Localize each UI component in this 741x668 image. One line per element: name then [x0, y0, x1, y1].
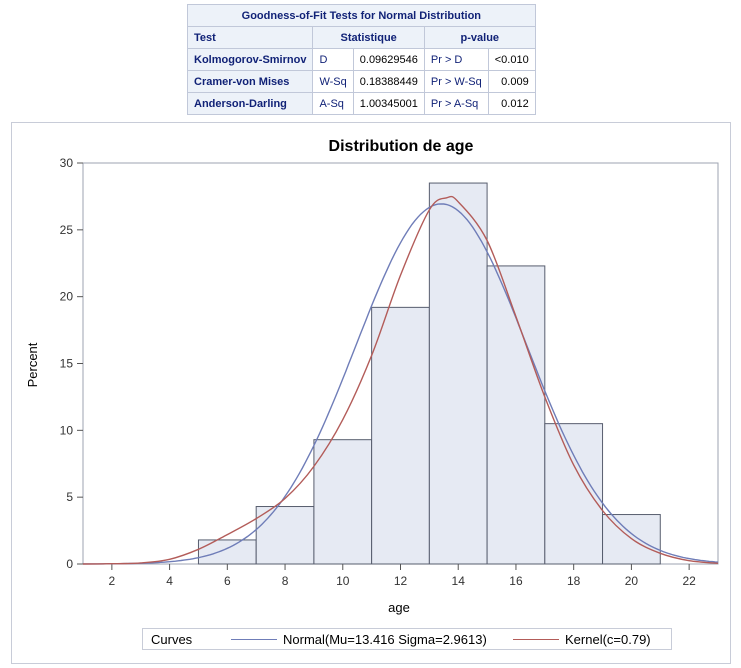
table-row: Cramer-von Mises W-Sq 0.18388449 Pr > W-… [186, 70, 536, 93]
test-name: Kolmogorov-Smirnov [186, 48, 314, 71]
histogram-svg: Distribution de age age Percent 0 5 10 15 20… [25, 138, 719, 615]
y-tick-label: 0 [66, 557, 73, 571]
test-name: Cramer-von Mises [186, 70, 314, 93]
header-test: Test [186, 26, 314, 49]
x-tick-label: 8 [282, 574, 289, 588]
x-tick-label: 20 [625, 574, 639, 588]
p-value: <0.010 [487, 48, 536, 71]
histogram-chart: Distribution de age age Percent 0 5 10 15 20… [11, 122, 731, 664]
stat-label: A-Sq [312, 92, 354, 115]
histogram-bar-3 [313, 439, 373, 565]
stat-label: W-Sq [312, 70, 354, 93]
normal-curve [83, 203, 719, 565]
x-tick-label: 10 [336, 574, 350, 588]
legend-normal-label: Normal(Mu=13.416 Sigma=2.9613) [283, 632, 487, 647]
test-name: Anderson-Darling [186, 92, 314, 115]
p-label: Pr > W-Sq [423, 70, 489, 93]
chart-title: Distribution de age [329, 138, 474, 155]
histogram-bar-7 [544, 423, 604, 565]
stat-value: 0.09629546 [352, 48, 425, 71]
x-tick-label: 4 [166, 574, 173, 588]
x-tick-label: 2 [109, 574, 116, 588]
y-tick-label: 5 [66, 490, 73, 504]
legend-normal-swatch [231, 639, 277, 640]
y-tick-label: 25 [60, 223, 74, 237]
x-axis-label: age [388, 600, 410, 615]
legend-kernel-label: Kernel(c=0.79) [565, 632, 651, 647]
p-label: Pr > A-Sq [423, 92, 489, 115]
x-tick-label: 22 [682, 574, 696, 588]
y-axis-label: Percent [25, 342, 40, 387]
x-tick-label: 14 [452, 574, 466, 588]
histogram-bar-1 [197, 539, 257, 565]
table-row: Kolmogorov-Smirnov D 0.09629546 Pr > D <… [186, 48, 536, 71]
stat-value: 0.18388449 [352, 70, 425, 93]
x-tick-label: 18 [567, 574, 581, 588]
y-tick-label: 15 [60, 357, 74, 371]
x-tick-label: 16 [509, 574, 523, 588]
x-tick-label: 6 [224, 574, 231, 588]
p-value: 0.009 [487, 70, 536, 93]
legend: Curves Normal(Mu=13.416 Sigma=2.9613) Ke… [142, 628, 672, 650]
legend-kernel-swatch [513, 639, 559, 640]
table-caption: Goodness-of-Fit Tests for Normal Distrib… [187, 4, 536, 27]
p-label: Pr > D [423, 48, 489, 71]
histogram-bar-4 [371, 306, 430, 565]
y-tick-label: 30 [60, 156, 74, 170]
y-tick-label: 10 [60, 423, 74, 437]
histogram-bar-5 [428, 182, 488, 565]
goodness-of-fit-table: Goodness-of-Fit Tests for Normal Distrib… [186, 4, 536, 115]
stat-value: 1.00345001 [352, 92, 425, 115]
histogram-bar-6 [486, 265, 546, 565]
stat-label: D [312, 48, 354, 71]
p-value: 0.012 [487, 92, 536, 115]
x-tick-label: 12 [394, 574, 408, 588]
y-tick-label: 20 [60, 290, 74, 304]
kernel-curve [82, 195, 719, 565]
legend-title: Curves [151, 632, 193, 647]
table-row: Anderson-Darling A-Sq 1.00345001 Pr > A-… [186, 92, 536, 115]
histogram-bar-2 [255, 506, 315, 565]
header-pvalue: p-value [423, 26, 536, 49]
header-statistic: Statistique [312, 26, 425, 49]
